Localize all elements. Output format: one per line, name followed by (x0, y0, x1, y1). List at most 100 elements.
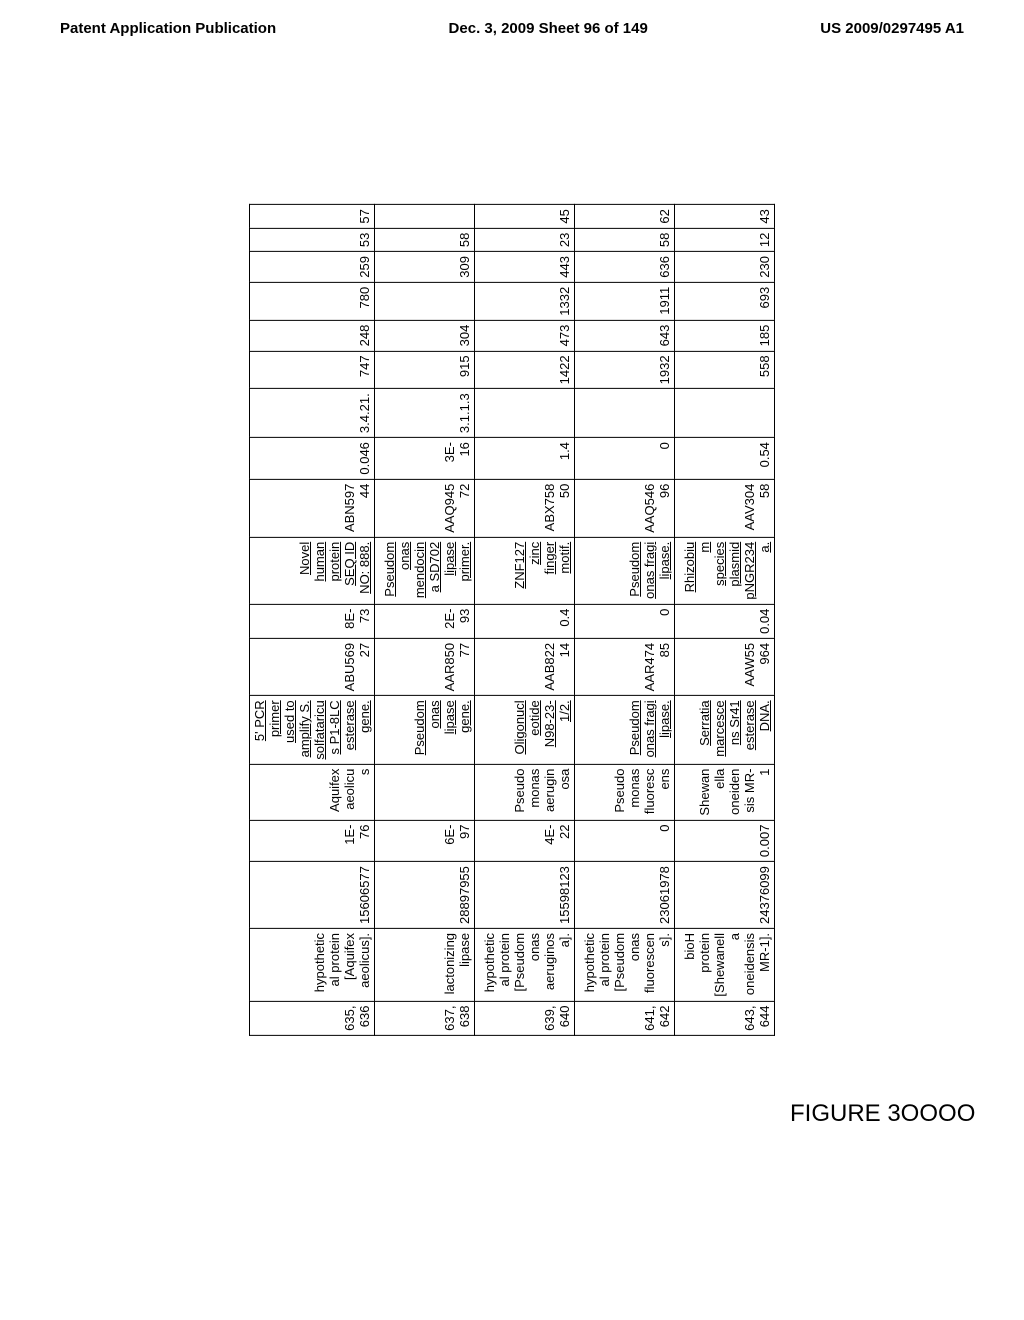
table-row: 637, 638lactonizing lipase288979556E-97 P… (375, 205, 475, 1036)
table-cell: AAR850 77 (375, 638, 475, 695)
table-cell: 0.04 (675, 604, 775, 638)
table-cell: Aquifex aeolicu s (250, 764, 375, 820)
table-cell: 6E-97 (375, 820, 475, 862)
table-row: 639, 640hypothetic al protein [Pseudom o… (475, 205, 575, 1036)
table-cell: AAW55 964 (675, 638, 775, 695)
table-cell: 57 (250, 205, 375, 228)
table-cell: 0 (575, 438, 675, 480)
table-cell: 58 (375, 228, 475, 251)
table-cell: 185 (675, 320, 775, 351)
table-cell: AAV304 58 (675, 479, 775, 537)
table-cell: Pseudom onas mendocin a SD702 lipase pri… (375, 537, 475, 604)
table-cell: AAQ945 72 (375, 479, 475, 537)
table-cell: ABN597 44 (250, 479, 375, 537)
table-cell: bioH protein [Shewanell a oneidensis MR-… (675, 928, 775, 1001)
table-cell: 637, 638 (375, 1001, 475, 1035)
table-cell: 643, 644 (675, 1001, 775, 1035)
table-cell (475, 389, 575, 438)
table-cell: AAB822 14 (475, 638, 575, 695)
table-cell: 1932 (575, 351, 675, 389)
table-cell: 259 (250, 252, 375, 283)
table-cell: Novel human protein SEQ ID NO: 888. (250, 537, 375, 604)
table-cell: 28897955 (375, 862, 475, 929)
table-cell: Shewan ella oneiden sis MR- 1 (675, 764, 775, 820)
table-cell: 3.1.1.3 (375, 389, 475, 438)
table-cell: 23061978 (575, 862, 675, 929)
table-cell: 636 (575, 252, 675, 283)
header-left: Patent Application Publication (60, 20, 276, 37)
table-cell: 4E-22 (475, 820, 575, 862)
table-cell: 62 (575, 205, 675, 228)
table-cell: 473 (475, 320, 575, 351)
table-cell: ZNF127 zinc finger motif. (475, 537, 575, 604)
table-cell: 693 (675, 282, 775, 320)
table-cell: 23 (475, 228, 575, 251)
table-cell (375, 282, 475, 320)
table-cell: Pseudo monas aerugin osa (475, 764, 575, 820)
table-cell: lactonizing lipase (375, 928, 475, 1001)
table-cell: Pseudom onas fragi lipase. (575, 696, 675, 764)
table-cell: 248 (250, 320, 375, 351)
table-cell: Pseudom onas fragi lipase. (575, 537, 675, 604)
table-cell: 12 (675, 228, 775, 251)
table-row: 641, 642hypothetic al protein [Pseudom o… (575, 205, 675, 1036)
table-cell: 24376099 (675, 862, 775, 929)
table-cell: ABX758 50 (475, 479, 575, 537)
table-row: 635, 636hypothetic al protein [Aquifex a… (250, 205, 375, 1036)
table-cell: Serratia marcesce ns Sr41 esterase DNA. (675, 696, 775, 764)
table-cell: 53 (250, 228, 375, 251)
table-cell: 15598123 (475, 862, 575, 929)
table-cell: 0.4 (475, 604, 575, 638)
table-cell: 8E-73 (250, 604, 375, 638)
table-cell: Pseudo monas fluoresc ens (575, 764, 675, 820)
table-cell: 5' PCR primer used to amplify S. solfata… (250, 696, 375, 764)
table-cell: 1332 (475, 282, 575, 320)
table-cell: 0.046 (250, 438, 375, 480)
table-cell: 0.54 (675, 438, 775, 480)
table-cell (375, 205, 475, 228)
table-cell: 1E-76 (250, 820, 375, 862)
figure-label: FIGURE 3OOOO (790, 1100, 975, 1128)
table-cell: 43 (675, 205, 775, 228)
table-cell (675, 389, 775, 438)
table-row: 643, 644bioH protein [Shewanell a oneide… (675, 205, 775, 1036)
table-cell: Rhizobiu m species plasmid pNGR234 a. (675, 537, 775, 604)
table-cell: 639, 640 (475, 1001, 575, 1035)
table-cell: 641, 642 (575, 1001, 675, 1035)
table-cell: 45 (475, 205, 575, 228)
table-cell: 58 (575, 228, 675, 251)
table-wrapper: 635, 636hypothetic al protein [Aquifex a… (249, 204, 775, 1036)
table-cell: ABU569 27 (250, 638, 375, 695)
table-cell: Pseudom onas lipase gene. (375, 696, 475, 764)
header-right: US 2009/0297495 A1 (820, 20, 964, 37)
table-cell: 643 (575, 320, 675, 351)
table-cell: 2E-93 (375, 604, 475, 638)
table-cell: 1422 (475, 351, 575, 389)
table-cell: 0.007 (675, 820, 775, 862)
table-cell: 3E-16 (375, 438, 475, 480)
table-cell: hypothetic al protein [Aquifex aeolicus]… (250, 928, 375, 1001)
table-cell: 15606577 (250, 862, 375, 929)
table-cell: hypothetic al protein [Pseudom onas fluo… (575, 928, 675, 1001)
page-header: Patent Application Publication Dec. 3, 2… (0, 0, 1024, 57)
table-cell: 0 (575, 604, 675, 638)
data-table: 635, 636hypothetic al protein [Aquifex a… (249, 204, 775, 1036)
table-cell (375, 764, 475, 820)
table-cell: hypothetic al protein [Pseudom onas aeru… (475, 928, 575, 1001)
table-cell: 635, 636 (250, 1001, 375, 1035)
table-cell: 780 (250, 282, 375, 320)
table-cell: 1.4 (475, 438, 575, 480)
table-cell (575, 389, 675, 438)
table-cell: 1911 (575, 282, 675, 320)
table-cell: 3.4.21. (250, 389, 375, 438)
header-center: Dec. 3, 2009 Sheet 96 of 149 (449, 20, 648, 37)
table-cell: AAR474 85 (575, 638, 675, 695)
table-cell: 915 (375, 351, 475, 389)
table-cell: 747 (250, 351, 375, 389)
table-cell: Oligonucl eotide N98-23- 1/2. (475, 696, 575, 764)
table-cell: 558 (675, 351, 775, 389)
table-cell: 0 (575, 820, 675, 862)
table-cell: 309 (375, 252, 475, 283)
table-cell: 304 (375, 320, 475, 351)
table-cell: AAQ546 96 (575, 479, 675, 537)
